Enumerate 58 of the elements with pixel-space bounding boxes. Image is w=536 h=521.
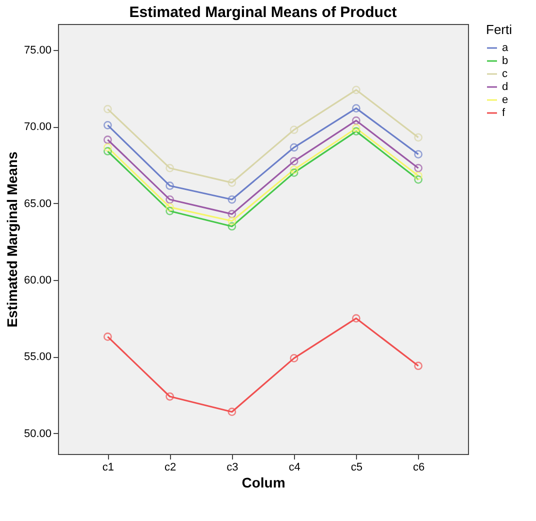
x-tick-label: c5	[350, 462, 362, 474]
point	[228, 195, 236, 204]
y-tick-label: 70.00	[24, 121, 52, 134]
point	[104, 332, 112, 341]
point	[166, 182, 174, 190]
legend-label: e	[502, 94, 508, 106]
point	[414, 175, 422, 184]
point	[166, 195, 174, 204]
point	[228, 222, 236, 231]
point	[352, 124, 360, 132]
point	[352, 314, 360, 323]
point	[352, 116, 360, 125]
point	[228, 216, 236, 226]
point	[166, 206, 174, 216]
point	[414, 362, 422, 370]
point	[228, 210, 236, 218]
x-tick-label: c2	[164, 462, 176, 474]
legend-label: a	[502, 42, 509, 54]
point	[290, 168, 298, 177]
y-tick-label: 55.00	[24, 351, 52, 364]
point	[166, 164, 174, 172]
y-tick-label: 65.00	[24, 198, 52, 210]
y-tick-label: 60.00	[24, 274, 52, 287]
point	[414, 172, 422, 180]
x-tick-label: c6	[412, 462, 425, 474]
legend-label: d	[502, 81, 508, 93]
legend-label: f	[502, 107, 506, 119]
point	[166, 392, 174, 401]
x-tick-label: c4	[288, 462, 300, 474]
y-axis-title: Estimated Marginal Means	[4, 151, 20, 328]
point	[352, 86, 360, 94]
chart-title: Estimated Marginal Means of Product	[129, 4, 397, 21]
point	[290, 354, 298, 362]
y-tick-label: 75.00	[24, 44, 52, 57]
point	[414, 133, 422, 142]
point	[352, 127, 360, 136]
legend-label: c	[502, 68, 508, 80]
legend-label: b	[502, 55, 508, 67]
point	[414, 164, 422, 172]
point	[104, 120, 112, 130]
legend-title: Ferti	[486, 22, 512, 37]
point	[104, 143, 112, 152]
point	[290, 143, 298, 152]
x-axis-title: Colum	[242, 474, 286, 490]
y-tick-label: 50.00	[24, 428, 52, 440]
point	[228, 408, 236, 416]
x-tick-label: c1	[102, 462, 114, 474]
point	[166, 203, 174, 212]
x-tick-label: c3	[226, 462, 238, 474]
point	[290, 165, 298, 174]
point	[290, 157, 298, 166]
point	[104, 147, 112, 156]
point	[104, 104, 112, 114]
point	[414, 150, 422, 158]
point	[352, 104, 360, 112]
point	[290, 126, 298, 134]
point	[228, 178, 236, 187]
point	[104, 136, 112, 144]
